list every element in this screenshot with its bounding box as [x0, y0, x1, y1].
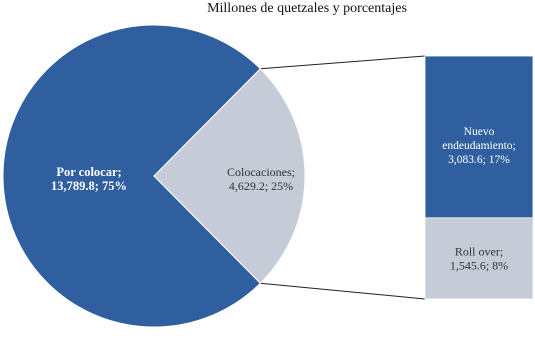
pie-slice-colocaciones	[153, 68, 306, 284]
data-labels: Por colocar; 13,789.8; 75% Colocaciones; 4,…	[51, 126, 516, 273]
bar-segment-nuevo-endeudamiento	[424, 55, 534, 219]
chart-subtitle: Millones de quetzales y porcentajes	[207, 1, 407, 16]
connector-lines	[260, 55, 426, 300]
data-label-roll-over: Roll over; 1,545.6; 8%	[450, 244, 508, 272]
connector-line-bottom	[260, 282, 426, 300]
data-label-nuevo-endeudamiento: Nuevo endeudamiento; 3,083.6; 17%	[442, 126, 515, 166]
connector-line-top	[260, 55, 426, 70]
stacked-bar	[424, 55, 534, 300]
data-label-colocaciones: Colocaciones; 4,629.2; 25%	[227, 165, 295, 193]
data-label-por-colocar: Por colocar; 13,789.8; 75%	[51, 165, 127, 193]
pie-slice-por-colocar	[2, 24, 262, 328]
bar-segment-roll-over	[424, 217, 534, 300]
pie	[2, 24, 306, 328]
